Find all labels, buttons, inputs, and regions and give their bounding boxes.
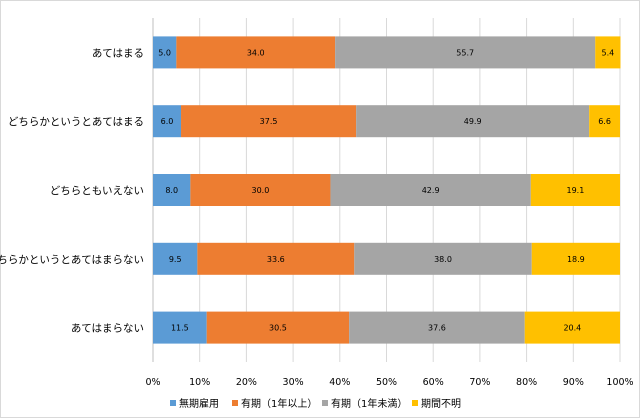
bar-segment — [153, 174, 191, 206]
bar-segment — [354, 242, 532, 275]
legend-swatch — [322, 400, 328, 406]
legend-swatch — [412, 400, 418, 406]
category-label: あてはまる — [92, 47, 144, 59]
bar-segment — [190, 174, 331, 206]
bar-segment — [595, 36, 621, 69]
data-label: 19.1 — [566, 186, 584, 195]
legend-swatch — [170, 400, 176, 406]
bar-segment — [153, 36, 177, 69]
bar-segment — [531, 242, 620, 275]
bars: 5.0 34.0 55.7 5.4 6.0 37.5 49.9 6.6 8.0 30.0 42.9 1… — [153, 36, 621, 344]
x-tick-label: 20% — [236, 377, 257, 388]
category-labels: あてはまるどちらかというとあてはまるどちらともいえないどちらかというとあてはまら… — [0, 47, 144, 334]
bar-segment — [181, 105, 357, 138]
data-label: 30.5 — [269, 324, 287, 333]
data-label: 42.9 — [422, 186, 440, 195]
x-tick-label: 60% — [423, 377, 444, 388]
bar-segment — [153, 311, 207, 344]
bar-segment — [153, 242, 198, 275]
bar-segment — [524, 311, 620, 344]
data-label: 5.0 — [158, 48, 171, 57]
category-label: どちらかというとあてはまる — [8, 116, 144, 128]
data-label: 20.4 — [563, 324, 581, 333]
x-tick-label: 100% — [606, 377, 633, 388]
data-label: 11.5 — [171, 324, 189, 333]
data-label: 49.9 — [464, 117, 482, 126]
category-label: どちらともいえない — [50, 185, 144, 197]
x-tick-label: 90% — [563, 377, 584, 388]
x-tick-label: 50% — [376, 377, 397, 388]
data-label: 34.0 — [247, 48, 265, 57]
bar-segment — [176, 36, 336, 69]
data-label: 6.6 — [598, 117, 611, 126]
legend: 無期雇用 有期（1年以上） 有期（1年未満） 期間不明 — [170, 397, 461, 410]
data-label: 38.0 — [434, 255, 452, 264]
bar-segment — [197, 242, 355, 275]
bar-segment — [206, 311, 350, 344]
x-tick-label: 30% — [283, 377, 304, 388]
data-label: 30.0 — [252, 186, 270, 195]
legend-swatch — [232, 400, 238, 406]
bar-segment — [356, 105, 590, 138]
category-label: あてはまらない — [71, 323, 144, 335]
data-label: 37.5 — [260, 117, 278, 126]
bar-segment — [349, 311, 525, 344]
bar-segment — [530, 174, 620, 206]
bar-segment — [589, 105, 620, 138]
x-tick-label: 10% — [189, 377, 210, 388]
category-label: どちらかというとあてはまらない — [0, 254, 144, 266]
x-tick-label: 80% — [516, 377, 537, 388]
x-tick-label: 0% — [145, 377, 160, 388]
data-label: 33.6 — [267, 255, 285, 264]
data-label: 8.0 — [165, 186, 178, 195]
data-label: 18.9 — [567, 255, 585, 264]
data-label: 5.4 — [601, 48, 614, 57]
legend-label: 期間不明 — [421, 398, 461, 410]
x-axis-tick-labels: 0% 10% 20% 30% 40% 50% 60% 70% 80% 90% 100% — [145, 377, 633, 388]
x-tick-label: 70% — [469, 377, 490, 388]
bar-segment — [335, 36, 596, 69]
legend-label: 有期（1年未満） — [331, 397, 407, 410]
bar-segment — [153, 105, 182, 138]
x-tick-label: 40% — [329, 377, 350, 388]
data-label: 55.7 — [456, 48, 474, 57]
bar-segment — [330, 174, 531, 206]
data-label: 6.0 — [161, 117, 174, 126]
legend-label: 有期（1年以上） — [241, 397, 317, 410]
data-label: 9.5 — [169, 255, 182, 264]
data-label: 37.6 — [428, 324, 446, 333]
legend-label: 無期雇用 — [179, 397, 219, 410]
